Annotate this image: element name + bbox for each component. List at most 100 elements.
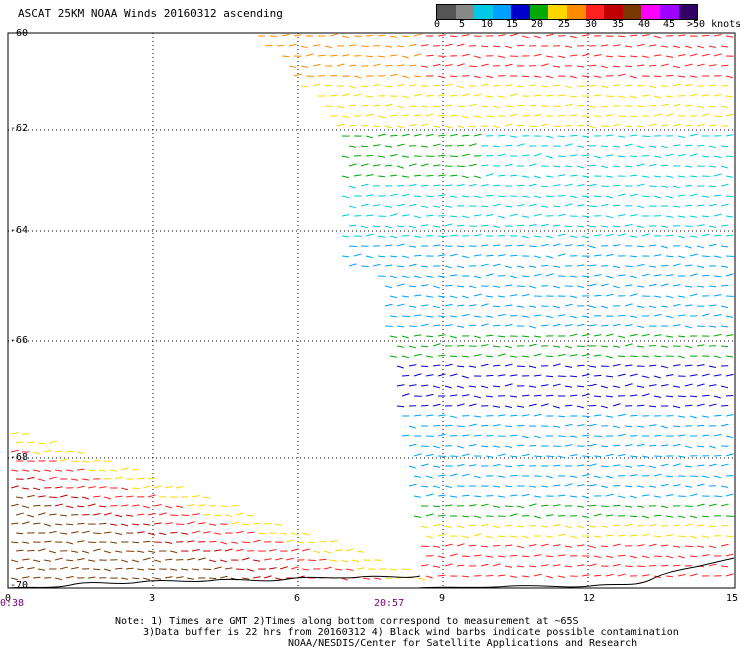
wind-barb (689, 53, 698, 57)
wind-barb (159, 532, 167, 536)
wind-barb (528, 245, 538, 248)
wind-barb (677, 34, 686, 37)
wind-barb (557, 533, 566, 537)
wind-barb (444, 104, 453, 107)
wind-barb (636, 285, 644, 288)
wind-barb (192, 495, 200, 498)
wind-barb (689, 93, 698, 97)
wind-barb (353, 35, 363, 37)
wind-barb (365, 55, 374, 58)
wind-barb (636, 425, 644, 428)
wind-barb (708, 285, 717, 288)
wind-barb (576, 525, 584, 529)
wind-barb (600, 545, 609, 548)
wind-barb (44, 559, 52, 562)
wind-barb (348, 145, 356, 148)
wind-barb (684, 523, 693, 527)
legend-label: 25 (558, 19, 571, 30)
wind-barb (396, 203, 405, 207)
wind-barb (576, 564, 585, 567)
wind-barb (360, 104, 369, 107)
wind-barb (253, 576, 261, 579)
wind-barb (533, 75, 541, 78)
wind-barb (236, 568, 245, 571)
wind-barb (176, 576, 184, 579)
wind-barb (147, 494, 156, 498)
wind-barb (480, 363, 489, 367)
wind-barb (22, 541, 30, 544)
wind-barb (37, 478, 46, 482)
wind-barb (432, 565, 440, 568)
wind-barb (492, 305, 501, 308)
wind-barb (449, 434, 458, 437)
wind-barb (600, 125, 610, 127)
wind-barb (540, 223, 549, 227)
wind-barb (605, 233, 614, 237)
wind-barb (504, 304, 513, 307)
wind-barb (437, 555, 445, 559)
wind-barb (672, 65, 680, 69)
wind-barb (456, 165, 466, 168)
wind-barb (312, 63, 321, 67)
wind-barb (32, 559, 41, 563)
wind-barb (629, 214, 638, 217)
wind-barb (593, 234, 602, 237)
map-title: ASCAT 25KM NOAA Winds 20160312 ascending (18, 7, 283, 20)
wind-barb (461, 53, 470, 57)
legend-label: 20 (531, 19, 544, 30)
wind-barb (533, 255, 541, 259)
wind-barb (533, 394, 542, 397)
wind-barb (672, 364, 681, 367)
wind-barb (324, 84, 333, 87)
wind-barb (137, 513, 145, 516)
wind-barb (509, 254, 518, 257)
wind-barb (420, 323, 429, 327)
wind-barb (557, 253, 566, 257)
wind-barb (564, 143, 573, 147)
wind-barb (617, 413, 626, 417)
wind-barb (612, 563, 621, 567)
wind-barb (504, 163, 513, 167)
wind-barb (396, 84, 405, 87)
wind-barb (540, 185, 549, 188)
wind-barb (281, 55, 290, 58)
wind-barb (552, 445, 562, 447)
wind-barb (569, 35, 577, 39)
wind-barb (617, 314, 626, 317)
wind-barb (336, 123, 345, 127)
wind-barb (456, 445, 464, 449)
wind-barb (330, 539, 338, 543)
wind-barb (648, 524, 657, 527)
legend-color-swatch (622, 5, 642, 19)
wind-barb (569, 174, 578, 177)
wind-barb (401, 374, 410, 377)
wind-barb (44, 469, 52, 472)
wind-barb (33, 504, 41, 507)
wind-barb (372, 225, 381, 228)
wind-barb (509, 374, 518, 377)
wind-barb (60, 514, 68, 517)
wind-barb (528, 544, 537, 547)
wind-barb (660, 63, 669, 67)
wind-barb (137, 568, 145, 571)
wind-barb (593, 155, 601, 159)
wind-barb (581, 135, 589, 138)
wind-barb (713, 275, 722, 278)
wind-barb (497, 295, 505, 298)
wind-barb (456, 304, 465, 307)
wind-barb (420, 345, 429, 348)
wind-barb (593, 435, 603, 437)
wind-barb (725, 315, 733, 318)
wind-barb (456, 144, 465, 147)
wind-barb (420, 404, 429, 407)
wind-barb (533, 94, 542, 97)
wind-barb (473, 115, 481, 118)
wind-barb (564, 483, 573, 487)
wind-barb (629, 474, 638, 477)
wind-barb (665, 335, 673, 338)
wind-barb (689, 374, 698, 377)
wind-barb (581, 574, 590, 577)
wind-barb (636, 163, 645, 167)
wind-barb (142, 577, 150, 581)
wind-barb (480, 523, 489, 527)
